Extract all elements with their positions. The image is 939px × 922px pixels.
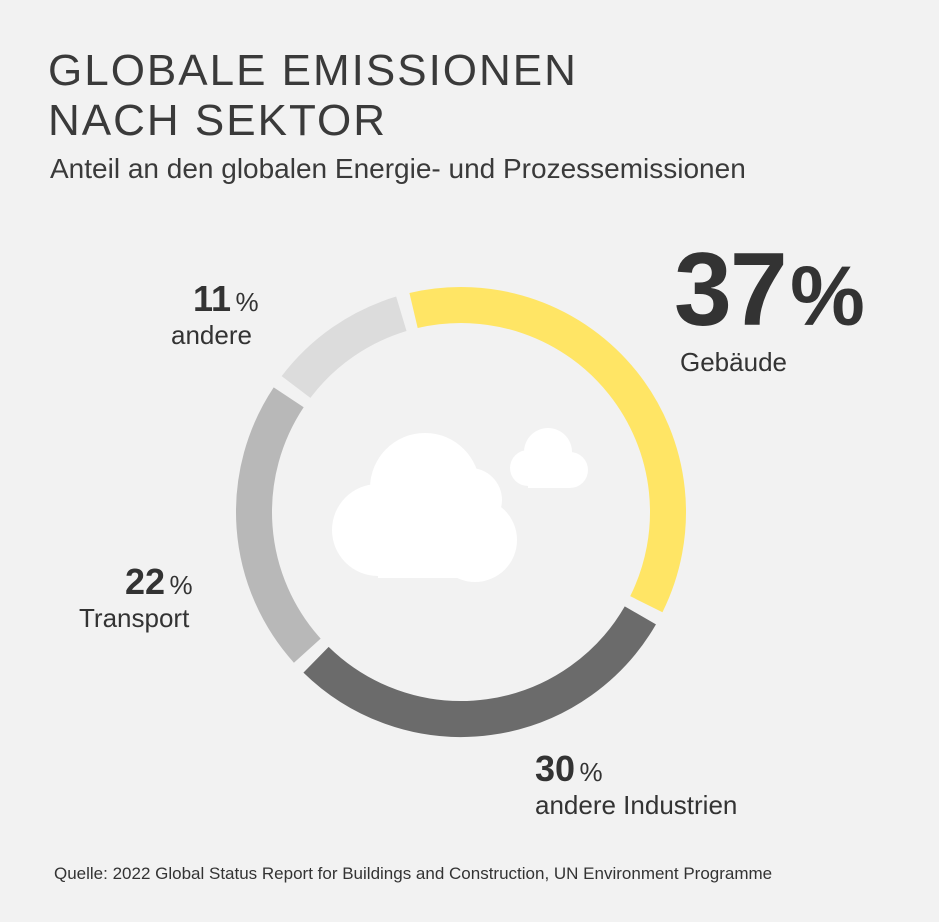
- value-andere: 11: [193, 278, 232, 319]
- label-gebaeude: 37 % Gebäude: [674, 238, 865, 377]
- percent-sign-large: %: [790, 249, 865, 343]
- percent-sign: %: [235, 287, 259, 317]
- page-title: GLOBALE EMISSIONEN NACH SEKTOR: [48, 46, 578, 146]
- cloud-icon: [332, 428, 588, 582]
- value-andere-industrien: 30: [535, 748, 576, 789]
- category-transport: Transport: [79, 603, 190, 633]
- title-line-1: GLOBALE EMISSIONEN: [48, 46, 578, 95]
- label-andere-industrien: 30 % andere Industrien: [535, 748, 737, 820]
- value-gebaeude: 37: [674, 232, 788, 348]
- percent-sign: %: [169, 570, 193, 600]
- chart-subtitle: Anteil an den globalen Energie- und Proz…: [50, 153, 746, 184]
- category-gebaeude: Gebäude: [680, 347, 787, 377]
- donut-slice-1: [303, 606, 656, 737]
- value-transport: 22: [125, 561, 166, 602]
- percent-sign: %: [579, 757, 603, 787]
- category-andere-industrien: andere Industrien: [535, 790, 738, 820]
- title-line-2: NACH SEKTOR: [48, 96, 388, 145]
- label-andere: 11 % andere: [171, 278, 259, 350]
- donut-slice-3: [281, 296, 407, 399]
- donut-slices: [236, 287, 686, 737]
- donut-slice-0: [409, 287, 686, 613]
- donut-slice-2: [236, 387, 321, 663]
- label-transport: 22 % Transport: [79, 561, 193, 633]
- source-note: Quelle: 2022 Global Status Report for Bu…: [54, 864, 773, 883]
- category-andere: andere: [171, 320, 252, 350]
